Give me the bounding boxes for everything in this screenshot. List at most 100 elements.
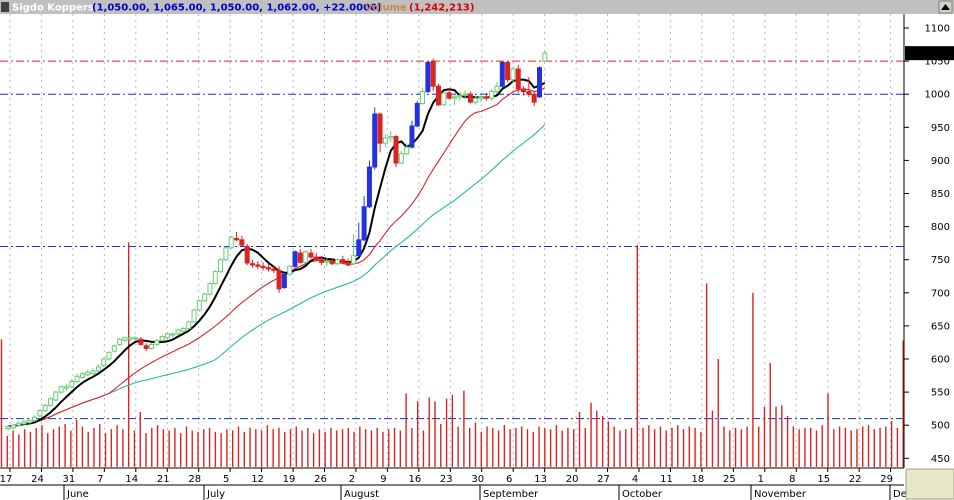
x-tick-label: 4: [632, 474, 638, 485]
x-tick-label: 19: [283, 474, 296, 485]
x-tick-label: 1: [758, 474, 764, 485]
candle-body: [441, 92, 447, 106]
candle-body: [499, 61, 505, 87]
candle-body: [473, 97, 479, 103]
x-tick-label: 26: [314, 474, 327, 485]
y-tick-label: 950: [931, 123, 950, 134]
month-label: August: [344, 489, 379, 500]
candle-body: [404, 146, 410, 155]
candle-body: [42, 404, 48, 412]
x-tick-label: 11: [660, 474, 673, 485]
candle-body: [308, 252, 314, 258]
candle-body: [430, 60, 436, 87]
x-tick-label: 5: [223, 474, 229, 485]
month-label: June: [66, 489, 89, 500]
x-tick-label: 17: [0, 474, 12, 485]
ma-short-line: [7, 78, 546, 428]
y-tick-label: 500: [931, 421, 950, 432]
candle-body: [223, 247, 229, 261]
candle-body: [207, 283, 213, 295]
candle-body: [425, 61, 431, 93]
candle-body: [79, 373, 85, 379]
candle-body: [127, 337, 133, 340]
volume-bars: [0, 242, 916, 467]
x-tick-label: 27: [597, 474, 610, 485]
candle-body: [69, 381, 75, 388]
y-axis-panel: [904, 14, 954, 468]
candle-body: [361, 206, 367, 241]
menu-icon[interactable]: [1, 2, 9, 12]
candle-body: [26, 420, 32, 424]
x-tick-label: 30: [471, 474, 484, 485]
candle-body: [356, 239, 362, 257]
x-tick-label: 24: [31, 474, 44, 485]
month-label: Dec: [893, 489, 912, 500]
candle-body: [531, 93, 537, 103]
x-tick-label: 22: [849, 474, 862, 485]
candle-body: [515, 68, 521, 90]
candle-body: [5, 426, 11, 430]
x-axis: 17 24 31 7 14 21 28 5 12 19 26 2 9 16 23 30 6 13 20 27 4 11 18…: [0, 467, 954, 500]
candle-body: [85, 371, 91, 376]
volume-value: (1,242,213): [409, 3, 474, 14]
candle-body: [196, 300, 202, 311]
candle-body: [111, 345, 117, 352]
ohlc-values: (1,050.00, 1,065.00, 1,050.00, 1,062.00,…: [92, 3, 382, 14]
y-tick-label: 550: [931, 388, 950, 399]
candle-body: [542, 52, 548, 62]
volume-label: Volume: [365, 3, 407, 14]
candle-body: [95, 366, 101, 372]
x-tick-label: 14: [125, 474, 138, 485]
candle-body: [10, 424, 16, 429]
candle-body: [191, 309, 197, 323]
candle-body: [122, 337, 128, 341]
candle-body: [409, 125, 415, 148]
candle-body: [159, 335, 165, 341]
candle-body: [303, 251, 309, 263]
candle-body: [462, 93, 468, 97]
x-tick-label: 25: [723, 474, 736, 485]
y-tick-label: 1100: [925, 24, 950, 35]
candle-body: [276, 269, 282, 290]
candle-body: [37, 410, 43, 417]
candle-body: [117, 338, 123, 345]
candle-body: [218, 259, 224, 273]
candle-body: [138, 338, 144, 345]
x-tick-label: 20: [566, 474, 579, 485]
candle-body: [149, 343, 155, 349]
month-label: September: [483, 489, 539, 500]
x-tick-label: 16: [408, 474, 421, 485]
candle-body: [281, 273, 287, 289]
candle-body: [292, 251, 298, 267]
candle-body: [164, 333, 170, 339]
candle-body: [255, 264, 261, 267]
candle-body: [510, 68, 516, 81]
candle-body: [382, 137, 388, 144]
y-tick-label: 600: [931, 355, 950, 366]
candle-body: [340, 259, 346, 263]
x-tick-label: 7: [97, 474, 103, 485]
y-tick-label: 800: [931, 222, 950, 233]
plot-grid: [9, 14, 892, 468]
candle-body: [457, 95, 463, 98]
candle-body: [521, 88, 527, 93]
candle-body: [249, 263, 255, 266]
candle-body: [133, 337, 139, 340]
candle-body: [265, 267, 271, 270]
y-tick-label: 900: [931, 156, 950, 167]
candle-body: [101, 358, 107, 367]
candle-body: [388, 136, 394, 139]
candle-body: [319, 259, 325, 263]
candle-body: [58, 386, 64, 393]
candle-body: [16, 422, 22, 426]
candle-body: [212, 271, 218, 285]
candle-body: [106, 351, 112, 360]
y-tick-label: 1000: [925, 90, 950, 101]
x-tick-label: 29: [880, 474, 893, 485]
candle-body: [494, 85, 500, 93]
x-tick-label: 13: [534, 474, 547, 485]
candle-body: [446, 92, 452, 99]
candle-body: [366, 166, 372, 208]
y-axis: 1100 1050 1000 950 900 850 800 750 700 650 600 550 5…: [903, 14, 954, 468]
